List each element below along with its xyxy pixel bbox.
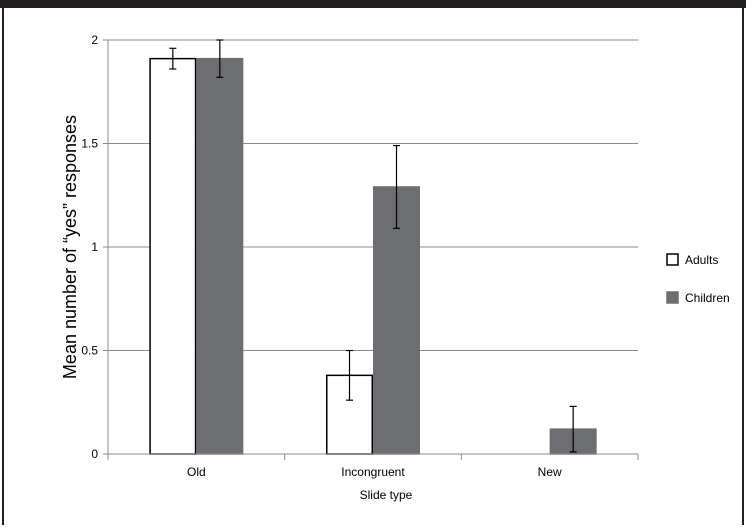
x-tick-labels: Old Incongruent New (187, 465, 562, 479)
y-tick-label: 1 (91, 240, 98, 254)
y-tick-labels: 0 0.5 1 1.5 2 (81, 33, 98, 461)
x-axis-label: Slide type (360, 488, 413, 502)
legend-label-adults: Adults (685, 253, 718, 267)
x-tick-label: Incongruent (341, 465, 405, 479)
x-tick-label: New (538, 465, 562, 479)
y-tick-label: 2 (91, 33, 98, 47)
bar-adults-old (149, 57, 197, 455)
top-border (0, 0, 746, 8)
bar-children-old (196, 57, 244, 455)
figure-frame (2, 8, 744, 525)
axes (103, 39, 639, 460)
legend-label-children: Children (685, 291, 730, 305)
y-tick-label: 1.5 (81, 137, 98, 151)
legend: Adults Children (666, 253, 730, 305)
y-tick-label: 0 (91, 447, 98, 461)
bars (149, 57, 597, 455)
legend-swatch-adults (666, 253, 679, 266)
x-tick-label: Old (187, 465, 206, 479)
error-bars (169, 39, 577, 453)
y-tick-label: 0.5 (81, 344, 98, 358)
y-axis-label: Mean number of “yes” responses (60, 115, 80, 379)
legend-swatch-children (666, 291, 679, 304)
